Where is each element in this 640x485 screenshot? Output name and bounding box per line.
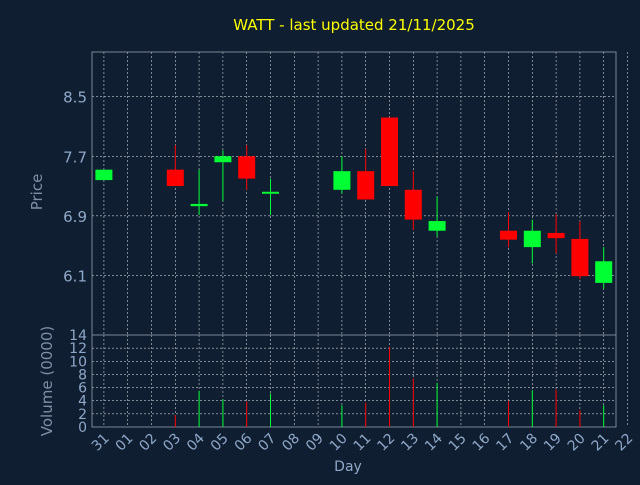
volume-y-tick-label: 14 <box>69 328 87 344</box>
candlestick-series <box>95 117 613 289</box>
candle-body <box>214 156 232 163</box>
x-tick-label: 22 <box>612 431 636 455</box>
price-y-tick-label: 6.1 <box>63 267 87 285</box>
x-tick-label: 02 <box>136 431 160 455</box>
x-tick-label: 07 <box>255 431 279 455</box>
x-tick-label: 05 <box>208 431 232 455</box>
candle-body <box>381 117 398 187</box>
x-tick-label: 11 <box>351 431 375 455</box>
candle-body <box>238 156 256 179</box>
x-tick-label: 06 <box>232 430 256 454</box>
volume-y-tick-label: 0 <box>78 420 87 436</box>
candle-body <box>428 221 446 231</box>
x-tick-label: 21 <box>589 431 613 455</box>
volume-axis-title: Volume (0000) <box>38 326 56 436</box>
price-plot-frame <box>91 51 617 336</box>
candle-body <box>404 189 422 220</box>
price-y-tick-labels: 6.1 6.9 7.7 8.5 <box>63 89 87 286</box>
volume-plot-frame <box>91 334 617 428</box>
candle-body <box>523 230 541 248</box>
candle-body <box>500 230 517 240</box>
candle-body <box>95 169 113 181</box>
candle-body <box>547 232 565 239</box>
x-tick-labels: 31 01 02 03 04 05 06 07 08 09 10 11 12 13 14 15 16 17 18 19… <box>89 430 637 454</box>
x-axis-title: Day <box>334 459 362 475</box>
volume-y-tick-label: 2 <box>78 407 87 423</box>
volume-y-tick-label: 4 <box>78 394 87 410</box>
candle-body <box>262 191 279 194</box>
x-tick-label: 01 <box>113 431 137 455</box>
x-tick-label: 10 <box>327 431 351 455</box>
price-y-tick-label: 6.9 <box>63 208 87 226</box>
price-y-tick-label: 8.5 <box>63 89 87 107</box>
x-tick-label: 16 <box>470 430 494 454</box>
x-tick-label: 17 <box>493 431 517 455</box>
x-tick-label: 19 <box>541 431 565 455</box>
x-tick-label: 15 <box>446 431 470 455</box>
x-tick-label: 12 <box>374 431 398 455</box>
x-tick-label: 08 <box>279 431 303 455</box>
volume-series <box>174 346 605 427</box>
volume-gridlines <box>92 335 628 427</box>
candle-body <box>595 261 613 283</box>
x-tick-label: 04 <box>184 430 208 454</box>
volume-y-tick-label: 12 <box>69 341 87 357</box>
x-tick-label: 14 <box>422 430 446 454</box>
x-tick-label: 03 <box>160 431 184 455</box>
volume-y-tick-label: 8 <box>78 367 87 383</box>
x-tick-label: 18 <box>517 431 541 455</box>
candle-body <box>166 169 184 187</box>
candle-body <box>357 171 375 200</box>
price-y-tick-label: 7.7 <box>63 148 87 166</box>
x-tick-label: 31 <box>89 431 113 455</box>
chart-title: WATT - last updated 21/11/2025 <box>233 16 475 34</box>
x-tick-label: 20 <box>565 431 589 455</box>
volume-y-tick-label: 6 <box>78 381 87 397</box>
x-tick-label: 09 <box>303 431 327 455</box>
candle-body <box>190 203 208 207</box>
volume-y-tick-label: 10 <box>69 354 87 370</box>
candle-body <box>571 238 589 277</box>
candle-body <box>333 171 351 190</box>
x-tick-label: 13 <box>398 431 422 455</box>
price-axis-title: Price <box>28 174 46 211</box>
